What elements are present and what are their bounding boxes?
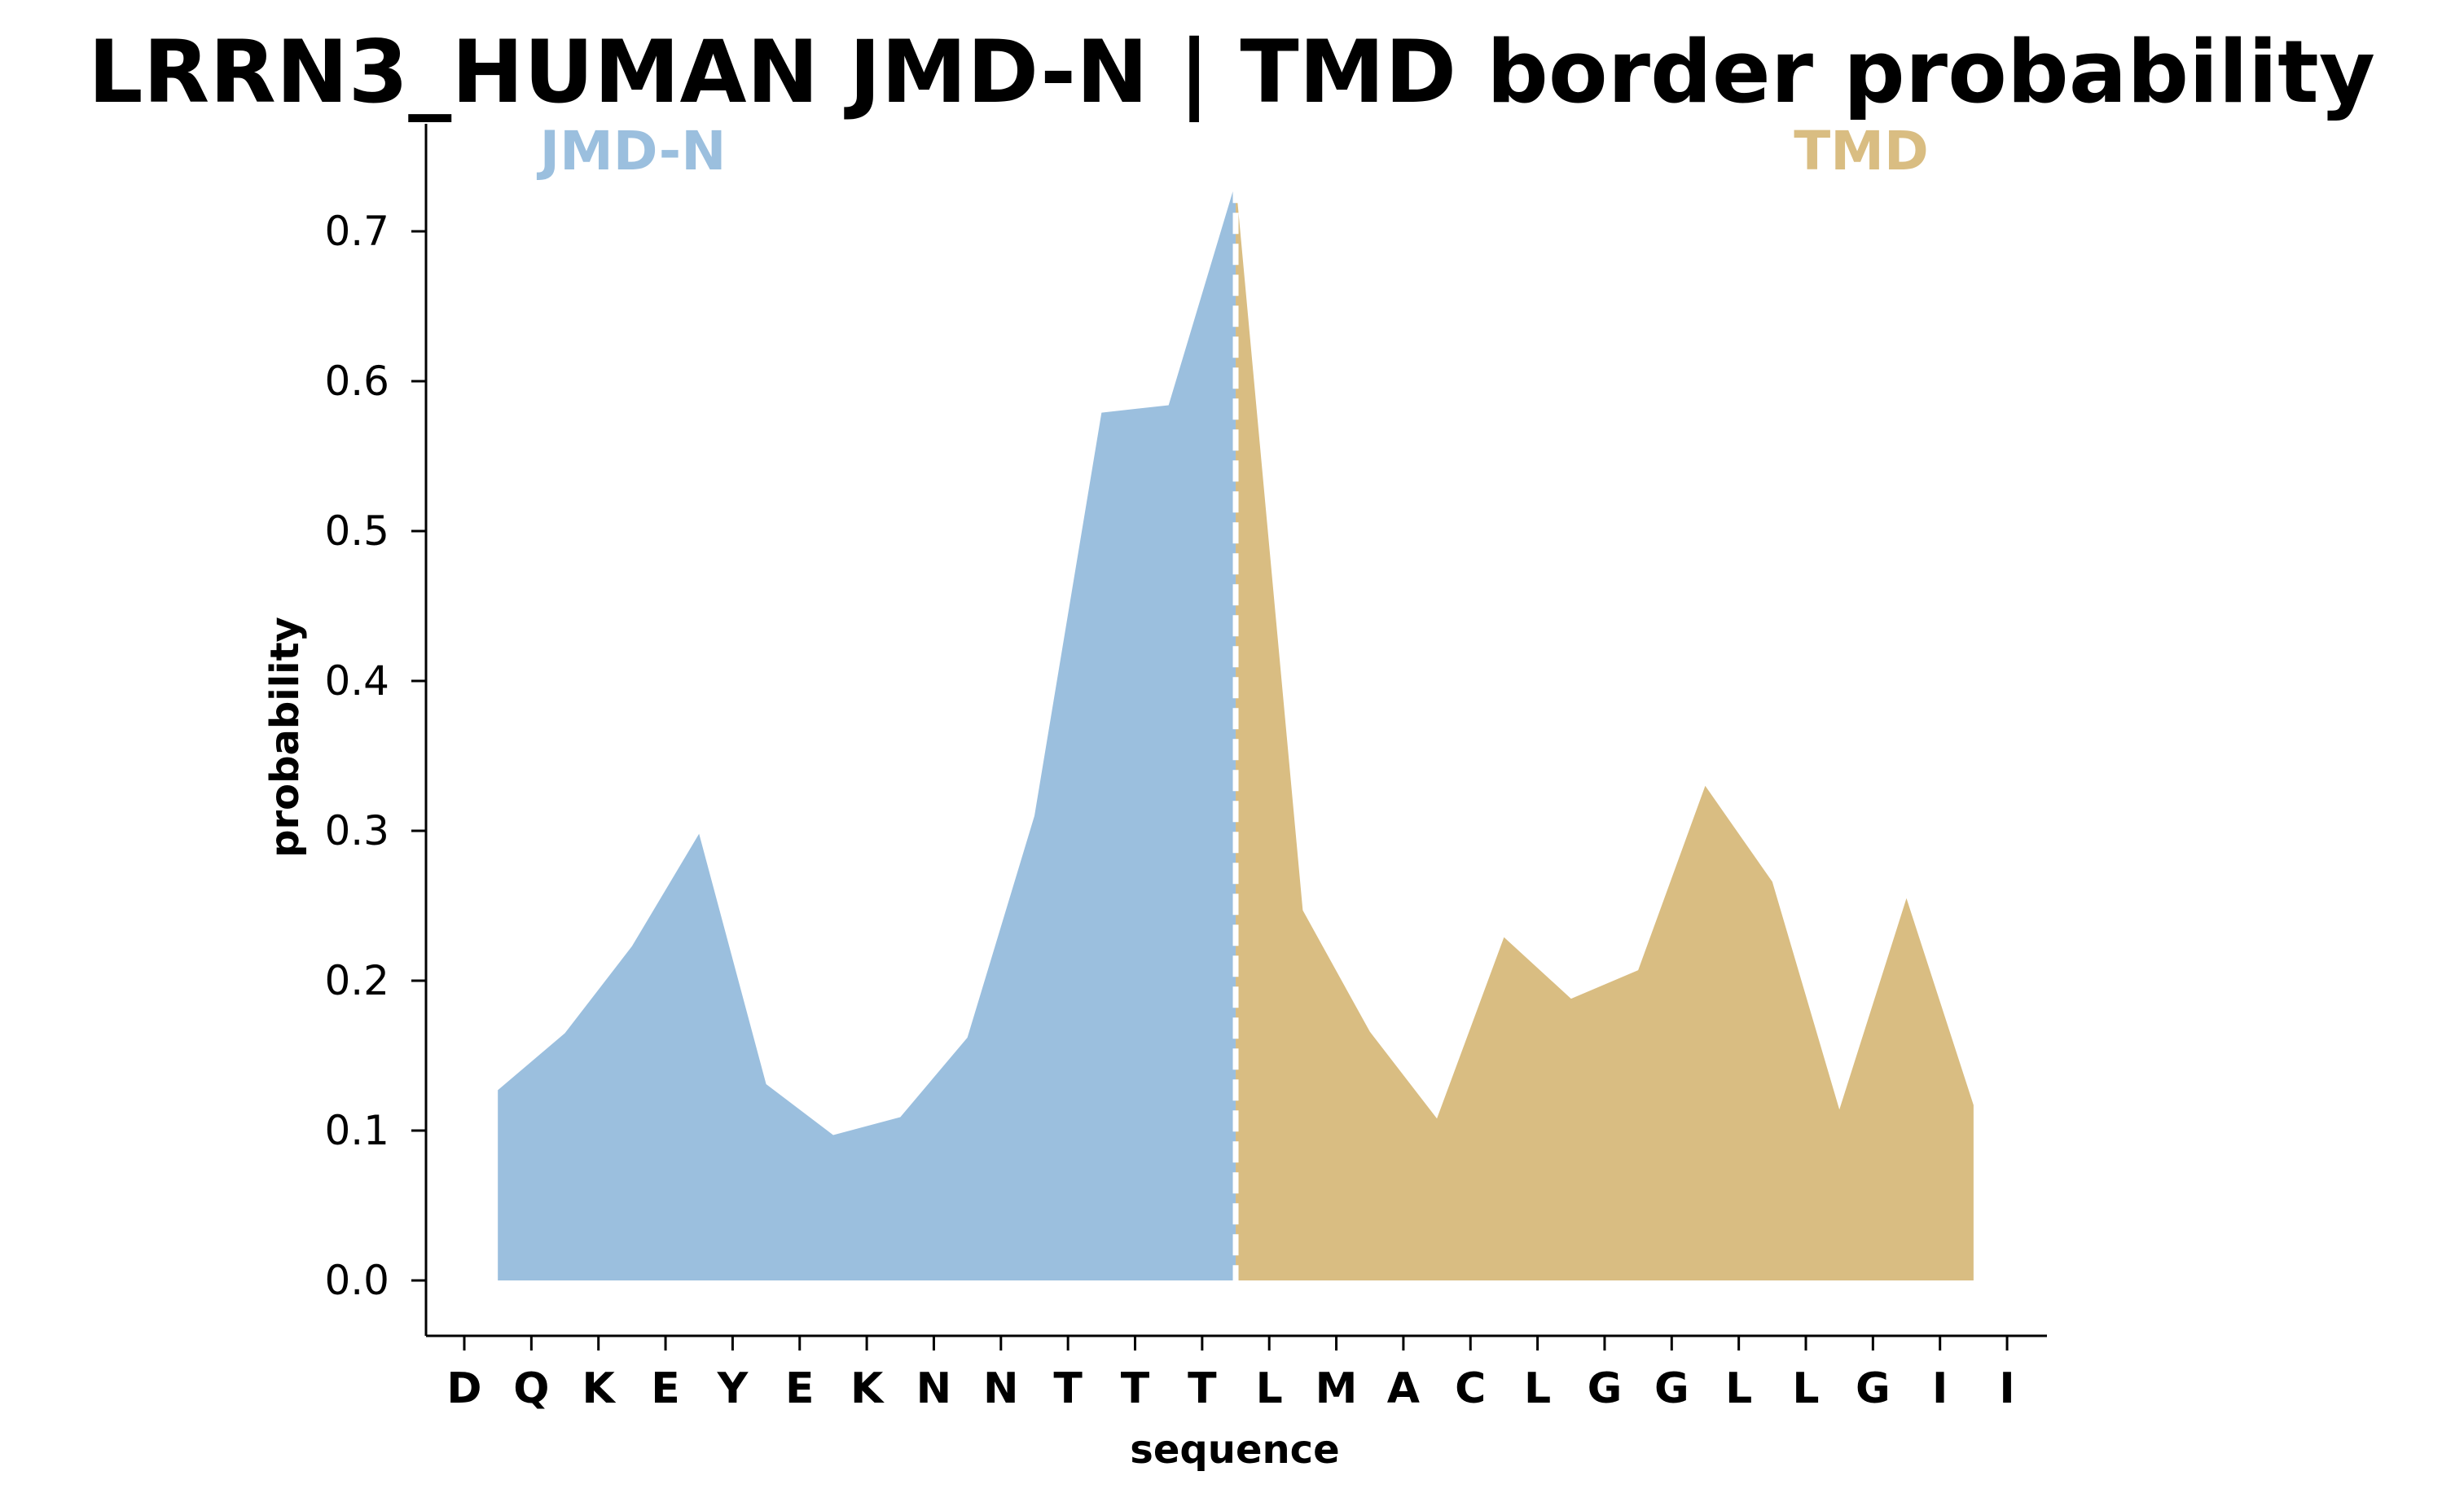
x-tick-label: Y (717, 1364, 749, 1413)
x-tick-label: E (785, 1364, 815, 1413)
x-tick-label: L (1524, 1364, 1551, 1413)
x-axis-label: sequence (1130, 1427, 1339, 1473)
x-tick-label: I (1932, 1364, 1948, 1413)
area-jmd-n (498, 182, 1236, 1280)
y-tick-label: 0.4 (324, 657, 389, 705)
x-tick-label: Q (513, 1364, 549, 1413)
y-tick-label: 0.5 (324, 507, 389, 555)
x-tick-label: L (1792, 1364, 1819, 1413)
y-axis-ticks: 0.0 0.1 0.2 0.3 0.4 0.5 0.6 0.7 (324, 208, 426, 1304)
y-tick-label: 0.6 (324, 358, 389, 405)
x-tick-label: N (916, 1364, 952, 1413)
probability-areas (498, 182, 1974, 1280)
x-tick-label: M (1315, 1364, 1358, 1413)
y-tick-label: 0.2 (324, 957, 389, 1004)
x-tick-label: G (1588, 1364, 1623, 1413)
x-tick-label: A (1387, 1364, 1420, 1413)
x-tick-label: C (1455, 1364, 1486, 1413)
x-tick-label: T (1121, 1364, 1150, 1413)
x-tick-label: K (850, 1364, 885, 1413)
x-tick-label: G (1856, 1364, 1891, 1413)
y-tick-label: 0.3 (324, 807, 389, 854)
x-tick-label: N (983, 1364, 1019, 1413)
region-label-tmd: TMD (1794, 120, 1928, 182)
y-tick-label: 0.1 (324, 1107, 389, 1154)
x-tick-label: E (651, 1364, 680, 1413)
x-tick-label: L (1256, 1364, 1283, 1413)
y-tick-label: 0.0 (324, 1257, 389, 1304)
y-tick-label: 0.7 (324, 208, 389, 255)
x-tick-label: T (1188, 1364, 1217, 1413)
x-tick-label: K (582, 1364, 617, 1413)
y-axis-label: probability (262, 617, 308, 858)
region-label-jmd-n: JMD-N (537, 120, 727, 182)
x-tick-label: I (1999, 1364, 2014, 1413)
x-tick-label: L (1725, 1364, 1752, 1413)
area-tmd (1236, 182, 1974, 1280)
x-tick-label: G (1654, 1364, 1689, 1413)
chart-title: LRRN3_HUMAN JMD-N | TMD border probabili… (88, 22, 2375, 123)
x-tick-label: T (1053, 1364, 1083, 1413)
x-tick-label: D (446, 1364, 481, 1413)
